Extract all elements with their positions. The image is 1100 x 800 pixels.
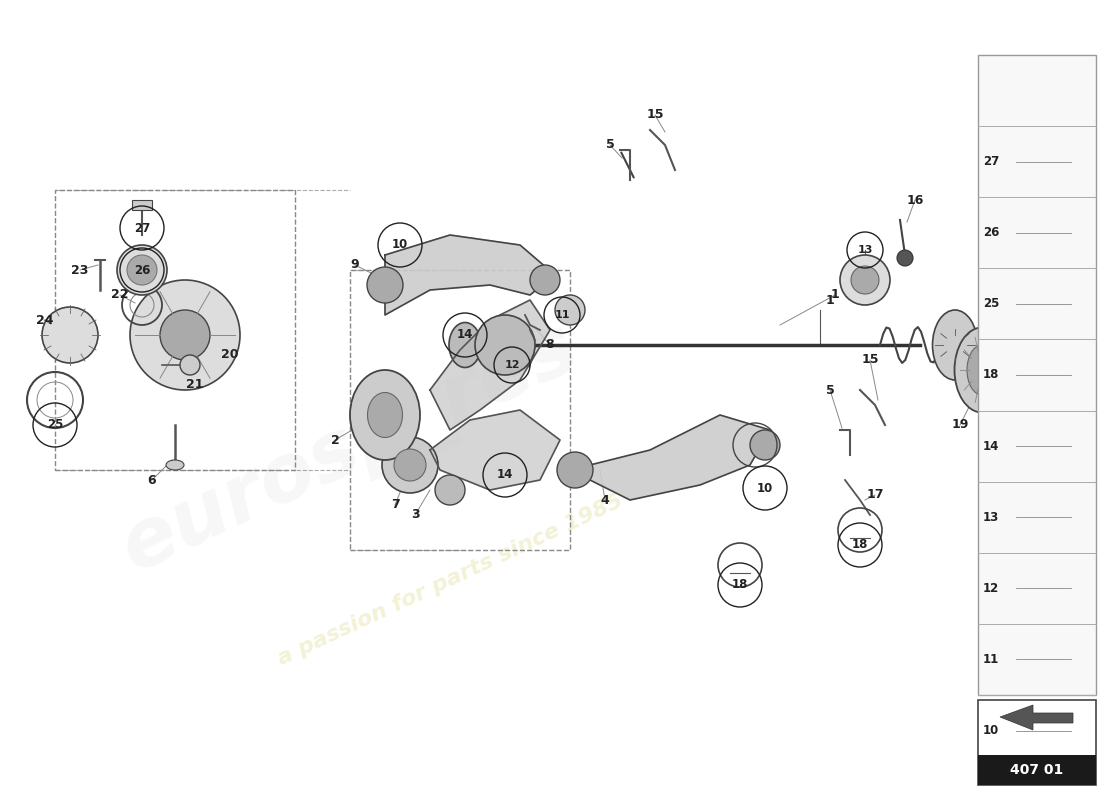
Circle shape <box>530 265 560 295</box>
Polygon shape <box>1000 705 1072 730</box>
Circle shape <box>180 355 200 375</box>
Text: 1: 1 <box>830 289 839 302</box>
Circle shape <box>896 250 913 266</box>
FancyBboxPatch shape <box>978 700 1096 785</box>
FancyBboxPatch shape <box>978 55 1096 695</box>
Ellipse shape <box>166 460 184 470</box>
Text: 13: 13 <box>857 245 872 255</box>
Circle shape <box>557 452 593 488</box>
Text: 10: 10 <box>983 724 999 737</box>
Text: 22: 22 <box>111 289 129 302</box>
Text: 6: 6 <box>147 474 156 486</box>
Text: 2: 2 <box>331 434 340 446</box>
Circle shape <box>117 245 167 295</box>
Text: 23: 23 <box>72 263 89 277</box>
Text: 10: 10 <box>392 238 408 251</box>
Text: 5: 5 <box>606 138 615 151</box>
Text: 4: 4 <box>601 494 609 506</box>
Text: 5: 5 <box>826 383 835 397</box>
Text: 24: 24 <box>36 314 54 326</box>
Text: 14: 14 <box>497 469 514 482</box>
Ellipse shape <box>967 345 997 395</box>
FancyArrowPatch shape <box>621 153 634 178</box>
Text: 9: 9 <box>351 258 360 271</box>
Text: 26: 26 <box>982 226 999 239</box>
Circle shape <box>840 255 890 305</box>
Text: 20: 20 <box>221 349 239 362</box>
Text: 21: 21 <box>186 378 204 391</box>
Text: 407 01: 407 01 <box>1011 763 1064 777</box>
Text: 14: 14 <box>456 329 473 342</box>
Text: 12: 12 <box>504 360 519 370</box>
Text: eurosp_res: eurosp_res <box>109 310 591 590</box>
Polygon shape <box>385 235 556 315</box>
Text: 15: 15 <box>861 354 879 366</box>
Text: 13: 13 <box>983 510 999 524</box>
Circle shape <box>126 255 157 285</box>
Text: a passion for parts since 1985: a passion for parts since 1985 <box>274 491 626 669</box>
Text: 26: 26 <box>134 263 151 277</box>
Text: 18: 18 <box>732 578 748 591</box>
Ellipse shape <box>933 310 978 380</box>
Circle shape <box>130 280 240 390</box>
Text: 27: 27 <box>983 155 999 168</box>
Text: 17: 17 <box>867 489 883 502</box>
Circle shape <box>42 307 98 363</box>
Circle shape <box>475 315 535 375</box>
Text: 27: 27 <box>134 222 150 234</box>
Circle shape <box>394 449 426 481</box>
Ellipse shape <box>449 322 481 367</box>
Text: 16: 16 <box>906 194 924 206</box>
Circle shape <box>382 437 438 493</box>
Circle shape <box>556 295 585 325</box>
Polygon shape <box>570 415 770 500</box>
Text: 14: 14 <box>982 440 999 453</box>
Text: 10: 10 <box>757 482 773 494</box>
Circle shape <box>851 266 879 294</box>
Ellipse shape <box>350 370 420 460</box>
Text: 12: 12 <box>983 582 999 595</box>
Text: 25: 25 <box>982 298 999 310</box>
Text: 3: 3 <box>410 509 419 522</box>
Text: 8: 8 <box>546 338 554 351</box>
Text: 18: 18 <box>851 538 868 551</box>
Text: 7: 7 <box>390 498 399 511</box>
Text: 18: 18 <box>982 369 999 382</box>
Text: 11: 11 <box>554 310 570 320</box>
Ellipse shape <box>367 393 403 438</box>
Text: 19: 19 <box>952 418 969 431</box>
Circle shape <box>434 475 465 505</box>
Text: 1: 1 <box>826 294 835 306</box>
Text: 15: 15 <box>647 109 663 122</box>
Text: 11: 11 <box>983 653 999 666</box>
Ellipse shape <box>955 327 1010 413</box>
Circle shape <box>160 310 210 360</box>
Polygon shape <box>430 410 560 490</box>
Polygon shape <box>430 300 550 430</box>
FancyBboxPatch shape <box>978 755 1096 785</box>
Circle shape <box>367 267 403 303</box>
Circle shape <box>750 430 780 460</box>
Text: 25: 25 <box>47 418 63 431</box>
Bar <box>132 200 152 210</box>
